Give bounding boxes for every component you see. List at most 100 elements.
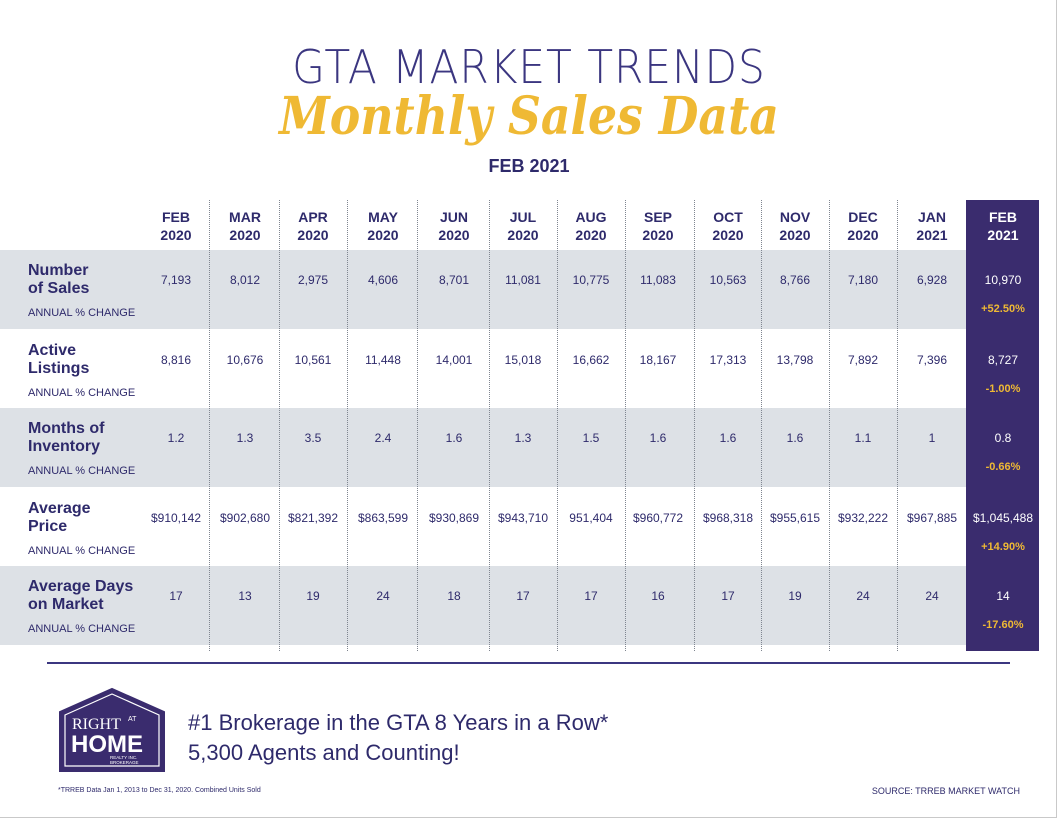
page-title: GTA MARKET TRENDS	[292, 40, 766, 94]
month-header-month: DEC	[848, 209, 878, 225]
table-cell: 1.2	[167, 431, 185, 445]
month-header-year: 2020	[712, 227, 744, 243]
month-header-year: 2021	[916, 227, 948, 243]
column-separator	[557, 200, 558, 651]
table-cell: 1.3	[514, 431, 532, 445]
month-header-year: 2020	[847, 227, 879, 243]
row-label: Active Listings	[28, 342, 89, 378]
table-cell: 10,775	[572, 273, 610, 287]
row-band	[0, 566, 966, 645]
table-cell: 10,970	[984, 273, 1022, 287]
table-cell: 7,193	[160, 273, 192, 287]
row-label: Number of Sales	[28, 262, 89, 298]
table-cell: 0.8	[994, 431, 1012, 445]
row-annual-change-label: ANNUAL % CHANGE	[28, 387, 136, 399]
table-cell: 8,766	[779, 273, 811, 287]
table-cell: 15,018	[504, 353, 542, 367]
month-header-month: JUN	[439, 209, 468, 225]
row-annual-change-label: ANNUAL % CHANGE	[28, 545, 136, 557]
table-cell: 13	[238, 589, 252, 603]
table-cell: 8,701	[438, 273, 470, 287]
table-cell: 2,975	[297, 273, 329, 287]
row-label-line2: Inventory	[28, 438, 101, 455]
row-band	[0, 250, 966, 329]
right-at-home-logo: RIGHT AT HOME REALTY INC. BROKERAGE	[59, 687, 165, 772]
month-header: JUN 2020	[419, 208, 489, 244]
footer-divider	[47, 662, 1010, 664]
table-cell: 14	[996, 589, 1010, 603]
annual-change-value: +14.90%	[981, 541, 1025, 553]
month-header-year: 2020	[575, 227, 607, 243]
month-header-month: JUL	[509, 209, 537, 225]
logo-text-at: AT	[128, 716, 137, 723]
table-cell: 11,448	[365, 353, 401, 367]
month-header-year: 2020	[229, 227, 261, 243]
table-cell: 14,001	[435, 353, 473, 367]
logo-text-brokerage: BROKERAGE	[110, 760, 139, 765]
table-cell: 17	[721, 589, 735, 603]
table-cell: 8,727	[987, 353, 1019, 367]
table-cell: 8,012	[229, 273, 261, 287]
month-header: JAN 2021	[897, 208, 967, 244]
row-band	[0, 408, 966, 487]
table-cell: 7,180	[847, 273, 879, 287]
table-cell: 16,662	[572, 353, 610, 367]
month-header: MAR 2020	[210, 208, 280, 244]
column-separator	[694, 200, 695, 651]
table-cell: 17	[516, 589, 530, 603]
logo-text-realty: REALTY INC.	[110, 755, 137, 760]
report-period: FEB 2021	[488, 156, 570, 176]
month-header: SEP 2020	[623, 208, 693, 244]
month-header: NOV 2020	[760, 208, 830, 244]
table-cell: $863,599	[357, 511, 409, 525]
row-label-line2: of Sales	[28, 280, 90, 297]
month-header: MAY 2020	[348, 208, 418, 244]
table-cell: 17,313	[709, 353, 747, 367]
month-header: APR 2020	[278, 208, 348, 244]
month-header-month: MAY	[368, 209, 398, 225]
table-cell: $960,772	[632, 511, 684, 525]
month-header-month: FEB	[989, 209, 1017, 225]
month-header: OCT 2020	[693, 208, 763, 244]
table-cell: 13,798	[776, 353, 814, 367]
column-separator	[489, 200, 490, 651]
table-cell: 24	[376, 589, 390, 603]
table-cell: 17	[584, 589, 598, 603]
table-cell: 951,404	[569, 511, 613, 525]
table-cell: 24	[856, 589, 870, 603]
table-cell: 2.4	[374, 431, 392, 445]
month-header-year: 2020	[507, 227, 539, 243]
annual-change-value: -0.66%	[985, 461, 1021, 473]
month-header-month: OCT	[713, 209, 743, 225]
table-cell: 10,676	[226, 353, 264, 367]
row-label-line1: Active	[28, 342, 77, 359]
table-cell: $932,222	[837, 511, 889, 525]
table-cell: 8,816	[160, 353, 192, 367]
row-annual-change-label: ANNUAL % CHANGE	[28, 465, 136, 477]
row-label-line1: Months of	[28, 420, 105, 437]
annual-change-value: -1.00%	[985, 383, 1021, 395]
table-cell: 17	[169, 589, 183, 603]
logo-text-home: HOME	[71, 731, 143, 758]
footnote: *TRREB Data Jan 1, 2013 to Dec 31, 2020.…	[58, 787, 261, 794]
row-label-line1: Average Days	[28, 578, 134, 595]
page-subtitle: Monthly Sales Data	[279, 86, 779, 147]
month-header: JUL 2020	[488, 208, 558, 244]
table-cell: 7,892	[847, 353, 879, 367]
month-header: AUG 2020	[556, 208, 626, 244]
column-separator	[625, 200, 626, 651]
column-separator	[897, 200, 898, 651]
month-header-month: AUG	[575, 209, 607, 225]
logo-text-right: RIGHT	[72, 716, 121, 733]
table-cell: $821,392	[287, 511, 339, 525]
month-header-month: MAR	[229, 209, 261, 225]
table-cell: 19	[306, 589, 320, 603]
month-header-year: 2020	[642, 227, 674, 243]
annual-change-value: +52.50%	[981, 303, 1025, 315]
table-cell: $1,045,488	[972, 511, 1034, 525]
table-cell: 1	[928, 431, 936, 445]
table-cell: 24	[925, 589, 939, 603]
table-cell: 4,606	[367, 273, 399, 287]
table-cell: $968,318	[702, 511, 754, 525]
current-month-column	[966, 200, 1039, 651]
